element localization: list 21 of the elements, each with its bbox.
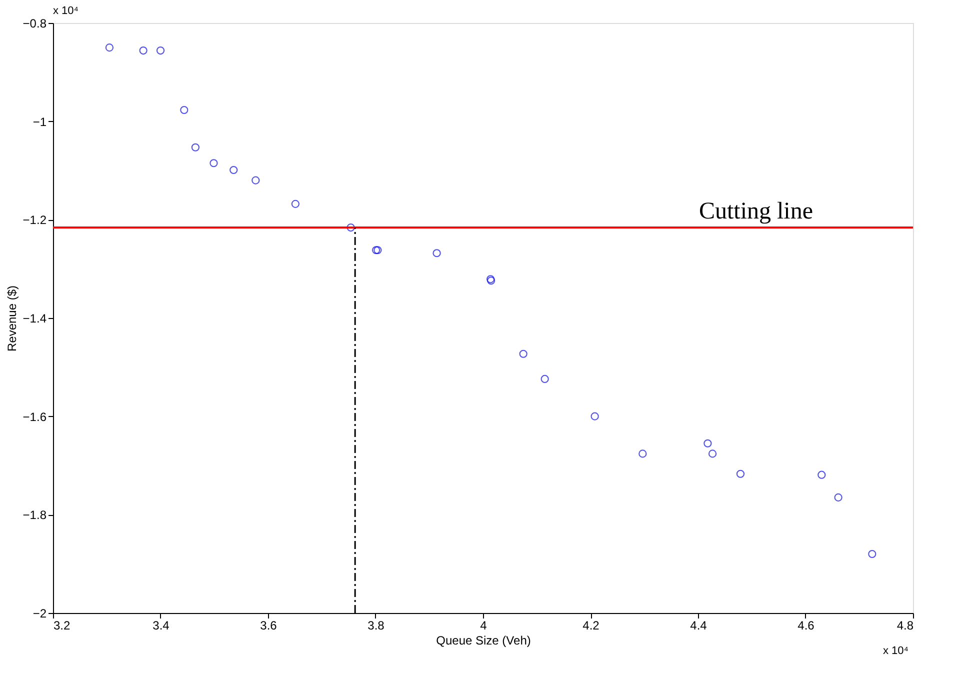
y-tick-label: −1.4 xyxy=(22,312,47,326)
text: x 10⁴ xyxy=(883,645,909,657)
y-tick-label: −1.6 xyxy=(22,410,47,424)
y-tick-label: −1.2 xyxy=(22,213,47,228)
x-tick-label: 4.8 xyxy=(896,618,914,632)
y-axis-title: Revenue ($) xyxy=(4,285,19,352)
x-tick-label: 4 xyxy=(480,618,488,632)
x-tick-label: 4.2 xyxy=(582,618,600,632)
x-tick-label: 3.6 xyxy=(260,618,278,632)
text: x 10⁴ xyxy=(53,5,79,17)
x-axis-title: Queue Size (Veh) xyxy=(436,634,531,648)
x-tick-label: 3.8 xyxy=(368,618,385,632)
x-tick-label: 4.6 xyxy=(798,618,815,632)
ref-line-label: Cutting line xyxy=(699,198,813,225)
y-tick-label: −2 xyxy=(32,606,47,620)
y-tick-label: −1.8 xyxy=(22,508,47,522)
x-tick-label: 3.4 xyxy=(152,618,170,632)
x-tick-label: 4.4 xyxy=(690,618,708,632)
y-tick-label: −0.8 xyxy=(22,16,47,30)
y-tick-label: −1 xyxy=(32,114,47,129)
x-tick-label: 3.2 xyxy=(54,618,71,632)
